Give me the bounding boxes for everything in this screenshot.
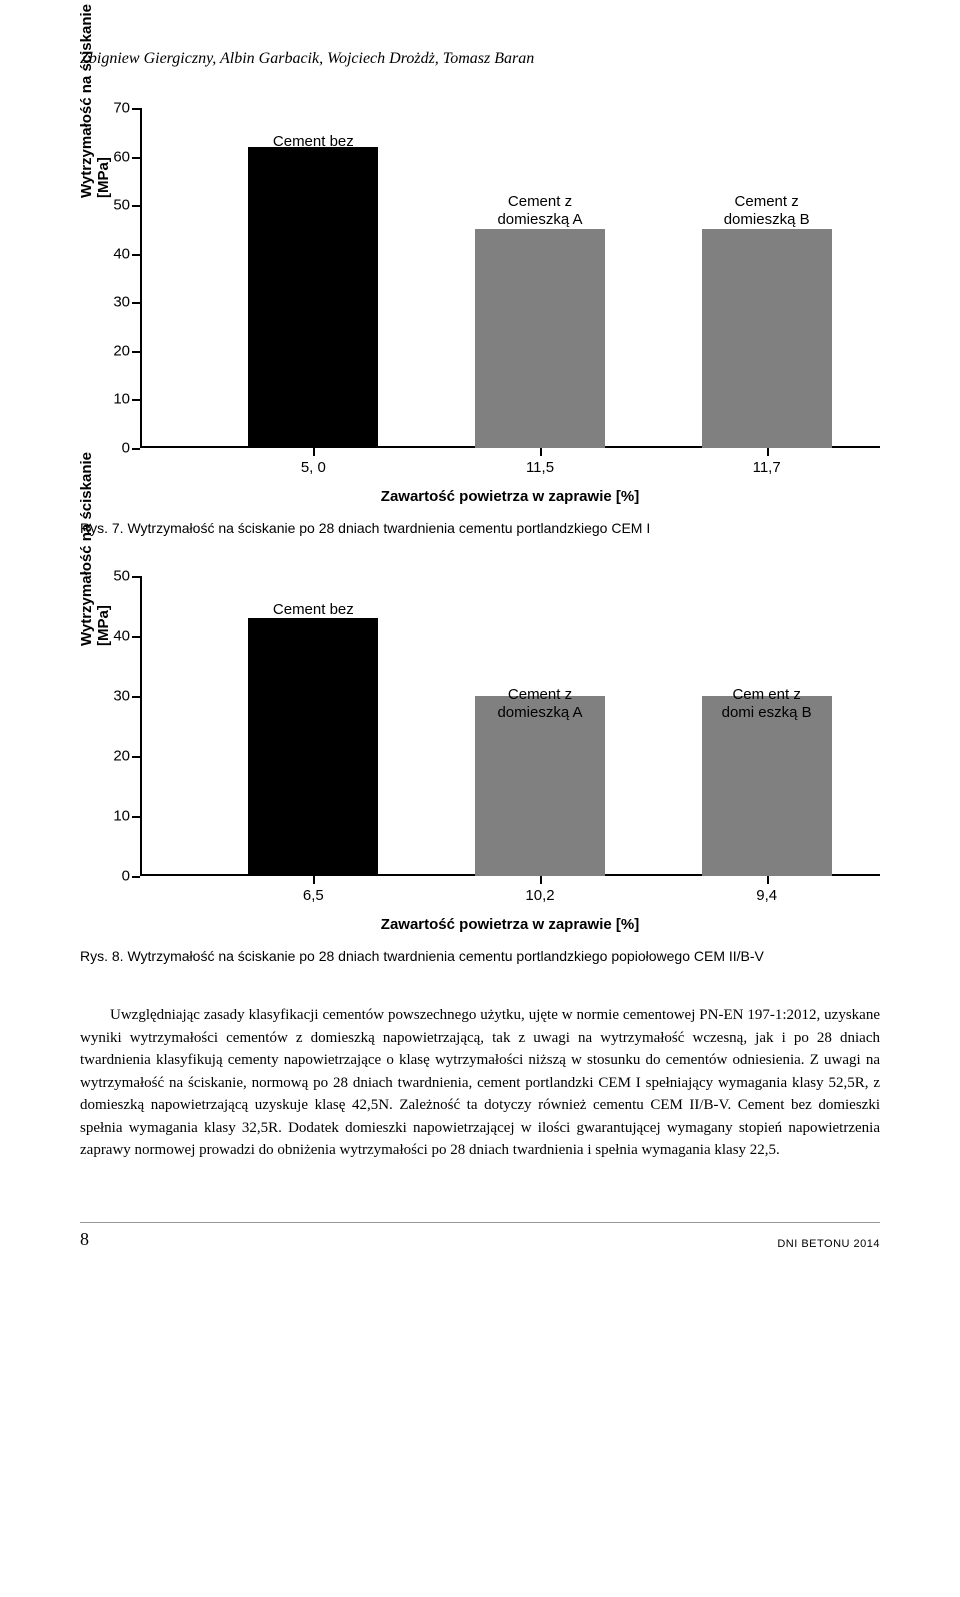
authors-header: Zbigniew Giergiczny, Albin Garbacik, Woj… [80,50,880,68]
bar [702,696,832,876]
body-paragraph: Uwzględniając zasady klasyfikacji cement… [80,1004,880,1162]
y-tick-label: 60 [100,148,130,165]
bar-label: Cem ent zdomi eszką B [682,686,852,722]
y-tick [132,448,140,450]
y-tick [132,876,140,878]
chart2-x-label: Zawartość powietrza w zaprawie [%] [140,916,880,933]
chart2-plot-area: Cement bezdomieszki Cement zdomieszką A Ce… [140,576,880,876]
bar [475,696,605,876]
y-tick [132,816,140,818]
y-tick [132,108,140,110]
y-tick-label: 50 [100,568,130,585]
bar-label: Cement zdomieszką A [455,686,625,722]
x-tick-label: 11,5 [526,459,554,476]
page-number: 8 [80,1229,89,1250]
page-footer: 8 DNI BETONU 2014 [80,1222,880,1250]
y-tick-label: 70 [100,100,130,117]
x-tick-label: 5, 0 [301,459,326,476]
bar-label: Cement zdomieszką B [682,193,852,229]
chart1: Wytrzymałość na ściskanie[MPa] Cement be… [140,108,880,448]
footer-text: DNI BETONU 2014 [777,1238,880,1250]
x-tick [540,876,542,884]
chart1-x-label: Zawartość powietrza w zaprawie [%] [140,488,880,505]
caption2: Rys. 8. Wytrzymałość na ściskanie po 28 … [80,948,880,964]
x-tick [767,876,769,884]
chart2: Wytrzymałość na ściskanie[MPa] Cement be… [140,576,880,876]
x-tick [767,448,769,456]
chart2-y-label: Wytrzymałość na ściskanie[MPa] [78,452,112,646]
chart1-container: Wytrzymałość na ściskanie[MPa] Cement be… [80,108,880,505]
x-tick-label: 9,4 [756,887,777,904]
bar-label: Cement zdomieszką A [455,193,625,229]
y-tick [132,254,140,256]
y-tick [132,399,140,401]
y-tick-label: 40 [100,245,130,262]
y-tick [132,351,140,353]
x-tick [540,448,542,456]
x-tick [313,876,315,884]
bar-label: Cement bezdomieszki [228,601,398,637]
x-tick-label: 6,5 [303,887,324,904]
y-tick-label: 40 [100,628,130,645]
y-tick-label: 10 [100,808,130,825]
y-tick-label: 20 [100,342,130,359]
y-tick-label: 20 [100,748,130,765]
y-tick [132,157,140,159]
bar [702,229,832,448]
bar [248,618,378,876]
bar-label: Cement bezdomieszki [228,133,398,169]
chart2-container: Wytrzymałość na ściskanie[MPa] Cement be… [80,576,880,933]
y-tick [132,576,140,578]
y-tick [132,756,140,758]
y-tick [132,636,140,638]
y-tick [132,302,140,304]
y-tick-label: 0 [100,868,130,885]
bar [248,147,378,448]
x-tick-label: 10,2 [525,887,554,904]
chart1-plot-area: Cement bezdomieszki Cement zdomieszką A Ce… [140,108,880,448]
x-tick [313,448,315,456]
y-tick-label: 30 [100,294,130,311]
y-tick-label: 50 [100,197,130,214]
x-tick-label: 11,7 [753,459,781,476]
y-tick-label: 10 [100,391,130,408]
y-tick [132,696,140,698]
bar [475,229,605,448]
y-tick-label: 30 [100,688,130,705]
caption1: Rys. 7. Wytrzymałość na ściskanie po 28 … [80,520,880,536]
y-tick [132,205,140,207]
